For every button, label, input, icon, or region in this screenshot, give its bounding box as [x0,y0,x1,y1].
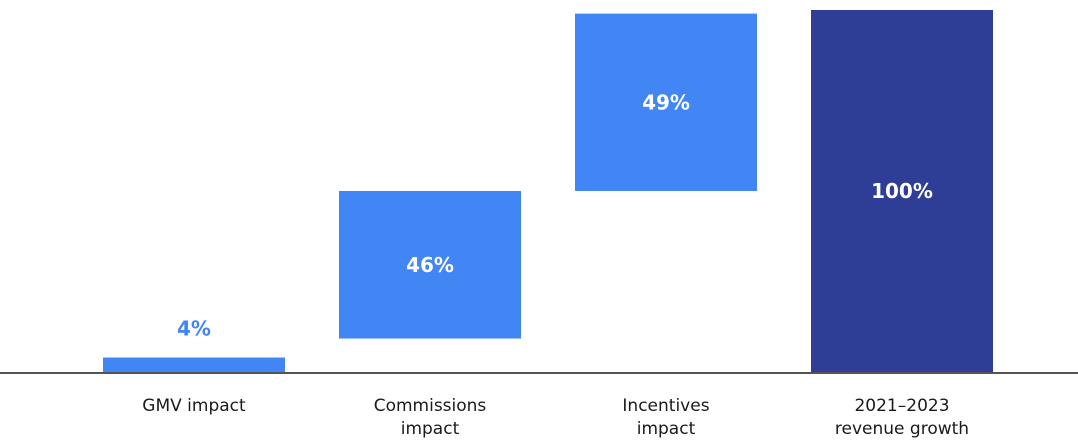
bar-1 [103,357,285,372]
category-label-line: impact [636,419,696,439]
category-label-line: Incentives [622,396,710,416]
category-label-4: 2021–2023 revenue growth [802,395,1002,441]
category-label-line: GMV impact [142,396,246,416]
category-label-line: impact [400,419,460,439]
category-label-line: 2021–2023 [854,396,950,416]
category-label-2: Commissions impact [330,395,530,441]
category-label-3: Incentives impact [566,395,766,441]
bar-2 [339,191,521,339]
value-label-2: 46% [406,253,454,277]
category-label-line: Commissions [373,396,487,416]
category-label-line: revenue growth [834,419,970,439]
bar-3 [575,13,757,192]
value-label-3: 49% [642,90,690,114]
value-label-4: 100% [871,179,933,203]
bar-4 [811,10,993,372]
value-label-1: 4% [177,317,211,341]
category-label-1: GMV impact [94,395,294,418]
